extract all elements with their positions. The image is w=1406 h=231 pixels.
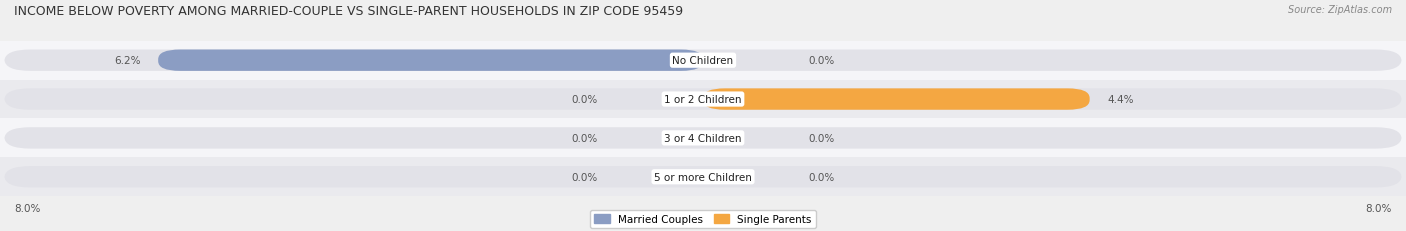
Text: 0.0%: 0.0% — [571, 95, 598, 105]
Text: 5 or more Children: 5 or more Children — [654, 172, 752, 182]
FancyBboxPatch shape — [4, 128, 1402, 149]
Text: 0.0%: 0.0% — [808, 172, 835, 182]
Legend: Married Couples, Single Parents: Married Couples, Single Parents — [591, 210, 815, 228]
Text: 0.0%: 0.0% — [571, 133, 598, 143]
Text: 0.0%: 0.0% — [808, 56, 835, 66]
Text: INCOME BELOW POVERTY AMONG MARRIED-COUPLE VS SINGLE-PARENT HOUSEHOLDS IN ZIP COD: INCOME BELOW POVERTY AMONG MARRIED-COUPL… — [14, 5, 683, 18]
Text: 8.0%: 8.0% — [14, 204, 41, 213]
Text: 0.0%: 0.0% — [571, 172, 598, 182]
Text: 8.0%: 8.0% — [1365, 204, 1392, 213]
Text: 3 or 4 Children: 3 or 4 Children — [664, 133, 742, 143]
FancyBboxPatch shape — [4, 166, 1402, 188]
Text: 1 or 2 Children: 1 or 2 Children — [664, 95, 742, 105]
FancyBboxPatch shape — [157, 50, 703, 72]
Text: 6.2%: 6.2% — [114, 56, 141, 66]
Text: 4.4%: 4.4% — [1108, 95, 1133, 105]
Text: No Children: No Children — [672, 56, 734, 66]
Text: Source: ZipAtlas.com: Source: ZipAtlas.com — [1288, 5, 1392, 15]
FancyBboxPatch shape — [4, 89, 1402, 110]
Text: 0.0%: 0.0% — [808, 133, 835, 143]
FancyBboxPatch shape — [4, 50, 1402, 72]
FancyBboxPatch shape — [703, 89, 1090, 110]
